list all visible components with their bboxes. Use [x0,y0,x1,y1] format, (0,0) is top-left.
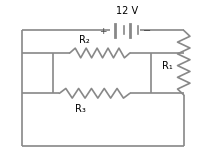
Text: 12 V: 12 V [116,6,138,16]
Text: +: + [99,27,107,36]
Text: R₁: R₁ [162,61,173,71]
Text: R₃: R₃ [75,104,85,114]
Text: −: − [143,26,152,36]
Text: R₂: R₂ [79,35,90,45]
